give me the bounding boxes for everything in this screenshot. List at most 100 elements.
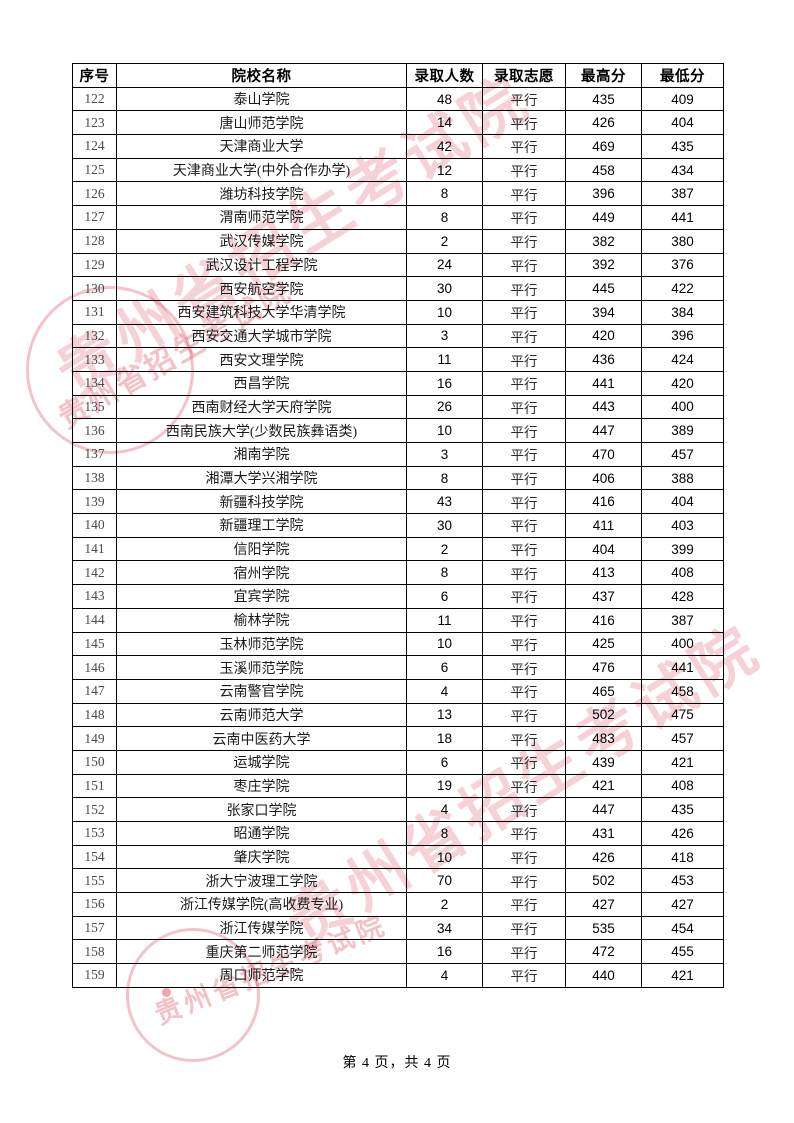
cell-school-name: 湘潭大学兴湘学院	[116, 465, 407, 491]
cell-lowest-score: 399	[641, 536, 724, 562]
cell-highest-score: 483	[565, 726, 642, 751]
table-header-row: 序号 院校名称 录取人数 录取志愿 最高分 最低分	[72, 63, 724, 88]
cell-admitted-count: 30	[406, 513, 483, 538]
table-body: 122 泰山学院 48 平行 435 409 123 唐山师范学院 14 平行 426 404 124 天…	[72, 86, 724, 988]
cell-highest-score: 465	[565, 678, 642, 704]
cell-admitted-count: 10	[406, 299, 483, 325]
cell-index: 151	[72, 773, 117, 799]
cell-school-name: 武汉设计工程学院	[116, 252, 407, 278]
table-row: 123 唐山师范学院 14 平行 426 404	[72, 110, 724, 136]
cell-lowest-score: 396	[641, 323, 724, 349]
cell-highest-score: 396	[565, 181, 642, 207]
table-row: 130 西安航空学院 30 平行 445 422	[72, 276, 724, 301]
table-row: 149 云南中医药大学 18 平行 483 457	[72, 726, 724, 751]
cell-index: 132	[72, 323, 117, 349]
cell-index: 134	[72, 370, 117, 396]
cell-highest-score: 436	[565, 347, 642, 372]
cell-index: 148	[72, 702, 117, 728]
table-row: 157 浙江传媒学院 34 平行 535 454	[72, 915, 724, 941]
cell-admitted-count: 14	[406, 110, 483, 136]
table-header: 序号 院校名称 录取人数 录取志愿 最高分 最低分	[72, 63, 724, 88]
cell-highest-score: 416	[565, 489, 642, 515]
cell-admitted-count: 4	[406, 797, 483, 822]
cell-lowest-score: 388	[641, 465, 724, 491]
cell-wish-type: 平行	[482, 939, 566, 965]
cell-school-name: 西安航空学院	[116, 276, 407, 301]
table-row: 138 湘潭大学兴湘学院 8 平行 406 388	[72, 465, 724, 491]
cell-admitted-count: 16	[406, 939, 483, 965]
table-row: 132 西安交通大学城市学院 3 平行 420 396	[72, 323, 724, 349]
cell-highest-score: 413	[565, 560, 642, 586]
column-header-index: 序号	[72, 63, 117, 88]
cell-wish-type: 平行	[482, 205, 566, 230]
cell-admitted-count: 4	[406, 963, 483, 988]
table-row: 148 云南师范大学 13 平行 502 475	[72, 702, 724, 728]
cell-wish-type: 平行	[482, 157, 566, 183]
cell-index: 159	[72, 963, 117, 988]
cell-school-name: 周口师范学院	[116, 963, 407, 988]
cell-highest-score: 382	[565, 228, 642, 254]
cell-index: 133	[72, 347, 117, 372]
cell-admitted-count: 12	[406, 157, 483, 183]
cell-admitted-count: 10	[406, 844, 483, 870]
column-header-low: 最低分	[641, 63, 724, 88]
cell-school-name: 西安文理学院	[116, 347, 407, 372]
cell-wish-type: 平行	[482, 963, 566, 988]
cell-admitted-count: 6	[406, 655, 483, 680]
cell-highest-score: 420	[565, 323, 642, 349]
cell-admitted-count: 3	[406, 323, 483, 349]
table-row: 122 泰山学院 48 平行 435 409	[72, 86, 724, 112]
cell-lowest-score: 380	[641, 228, 724, 254]
cell-admitted-count: 10	[406, 418, 483, 443]
cell-admitted-count: 26	[406, 394, 483, 420]
cell-highest-score: 449	[565, 205, 642, 230]
cell-admitted-count: 8	[406, 465, 483, 491]
cell-admitted-count: 8	[406, 821, 483, 846]
cell-admitted-count: 6	[406, 749, 483, 775]
cell-highest-score: 426	[565, 110, 642, 136]
cell-index: 149	[72, 726, 117, 751]
table-row: 140 新疆理工学院 30 平行 411 403	[72, 513, 724, 538]
cell-highest-score: 445	[565, 276, 642, 301]
cell-lowest-score: 428	[641, 584, 724, 609]
cell-wish-type: 平行	[482, 228, 566, 254]
table-row: 136 西南民族大学(少数民族彝语类) 10 平行 447 389	[72, 418, 724, 443]
cell-lowest-score: 384	[641, 299, 724, 325]
table-row: 139 新疆科技学院 43 平行 416 404	[72, 489, 724, 515]
table-row: 154 肇庆学院 10 平行 426 418	[72, 844, 724, 870]
cell-wish-type: 平行	[482, 442, 566, 467]
cell-school-name: 浙江传媒学院	[116, 915, 407, 941]
table-row: 153 昭通学院 8 平行 431 426	[72, 821, 724, 846]
table-row: 159 周口师范学院 4 平行 440 421	[72, 963, 724, 988]
cell-admitted-count: 3	[406, 442, 483, 467]
cell-index: 124	[72, 134, 117, 159]
cell-lowest-score: 453	[641, 868, 724, 894]
cell-wish-type: 平行	[482, 370, 566, 396]
cell-wish-type: 平行	[482, 631, 566, 657]
table-row: 127 渭南师范学院 8 平行 449 441	[72, 205, 724, 230]
cell-highest-score: 470	[565, 442, 642, 467]
cell-school-name: 西南财经大学天府学院	[116, 394, 407, 420]
cell-wish-type: 平行	[482, 513, 566, 538]
cell-index: 144	[72, 607, 117, 633]
cell-wish-type: 平行	[482, 536, 566, 562]
cell-index: 128	[72, 228, 117, 254]
cell-wish-type: 平行	[482, 276, 566, 301]
cell-lowest-score: 441	[641, 205, 724, 230]
cell-admitted-count: 8	[406, 205, 483, 230]
table-row: 144 榆林学院 11 平行 416 387	[72, 607, 724, 633]
cell-highest-score: 439	[565, 749, 642, 775]
cell-wish-type: 平行	[482, 773, 566, 799]
cell-highest-score: 416	[565, 607, 642, 633]
cell-index: 137	[72, 442, 117, 467]
cell-index: 131	[72, 299, 117, 325]
table-row: 137 湘南学院 3 平行 470 457	[72, 442, 724, 467]
column-header-wish: 录取志愿	[482, 63, 566, 88]
cell-admitted-count: 24	[406, 252, 483, 278]
cell-admitted-count: 70	[406, 868, 483, 894]
cell-wish-type: 平行	[482, 726, 566, 751]
cell-index: 129	[72, 252, 117, 278]
cell-index: 145	[72, 631, 117, 657]
cell-school-name: 榆林学院	[116, 607, 407, 633]
cell-highest-score: 535	[565, 915, 642, 941]
